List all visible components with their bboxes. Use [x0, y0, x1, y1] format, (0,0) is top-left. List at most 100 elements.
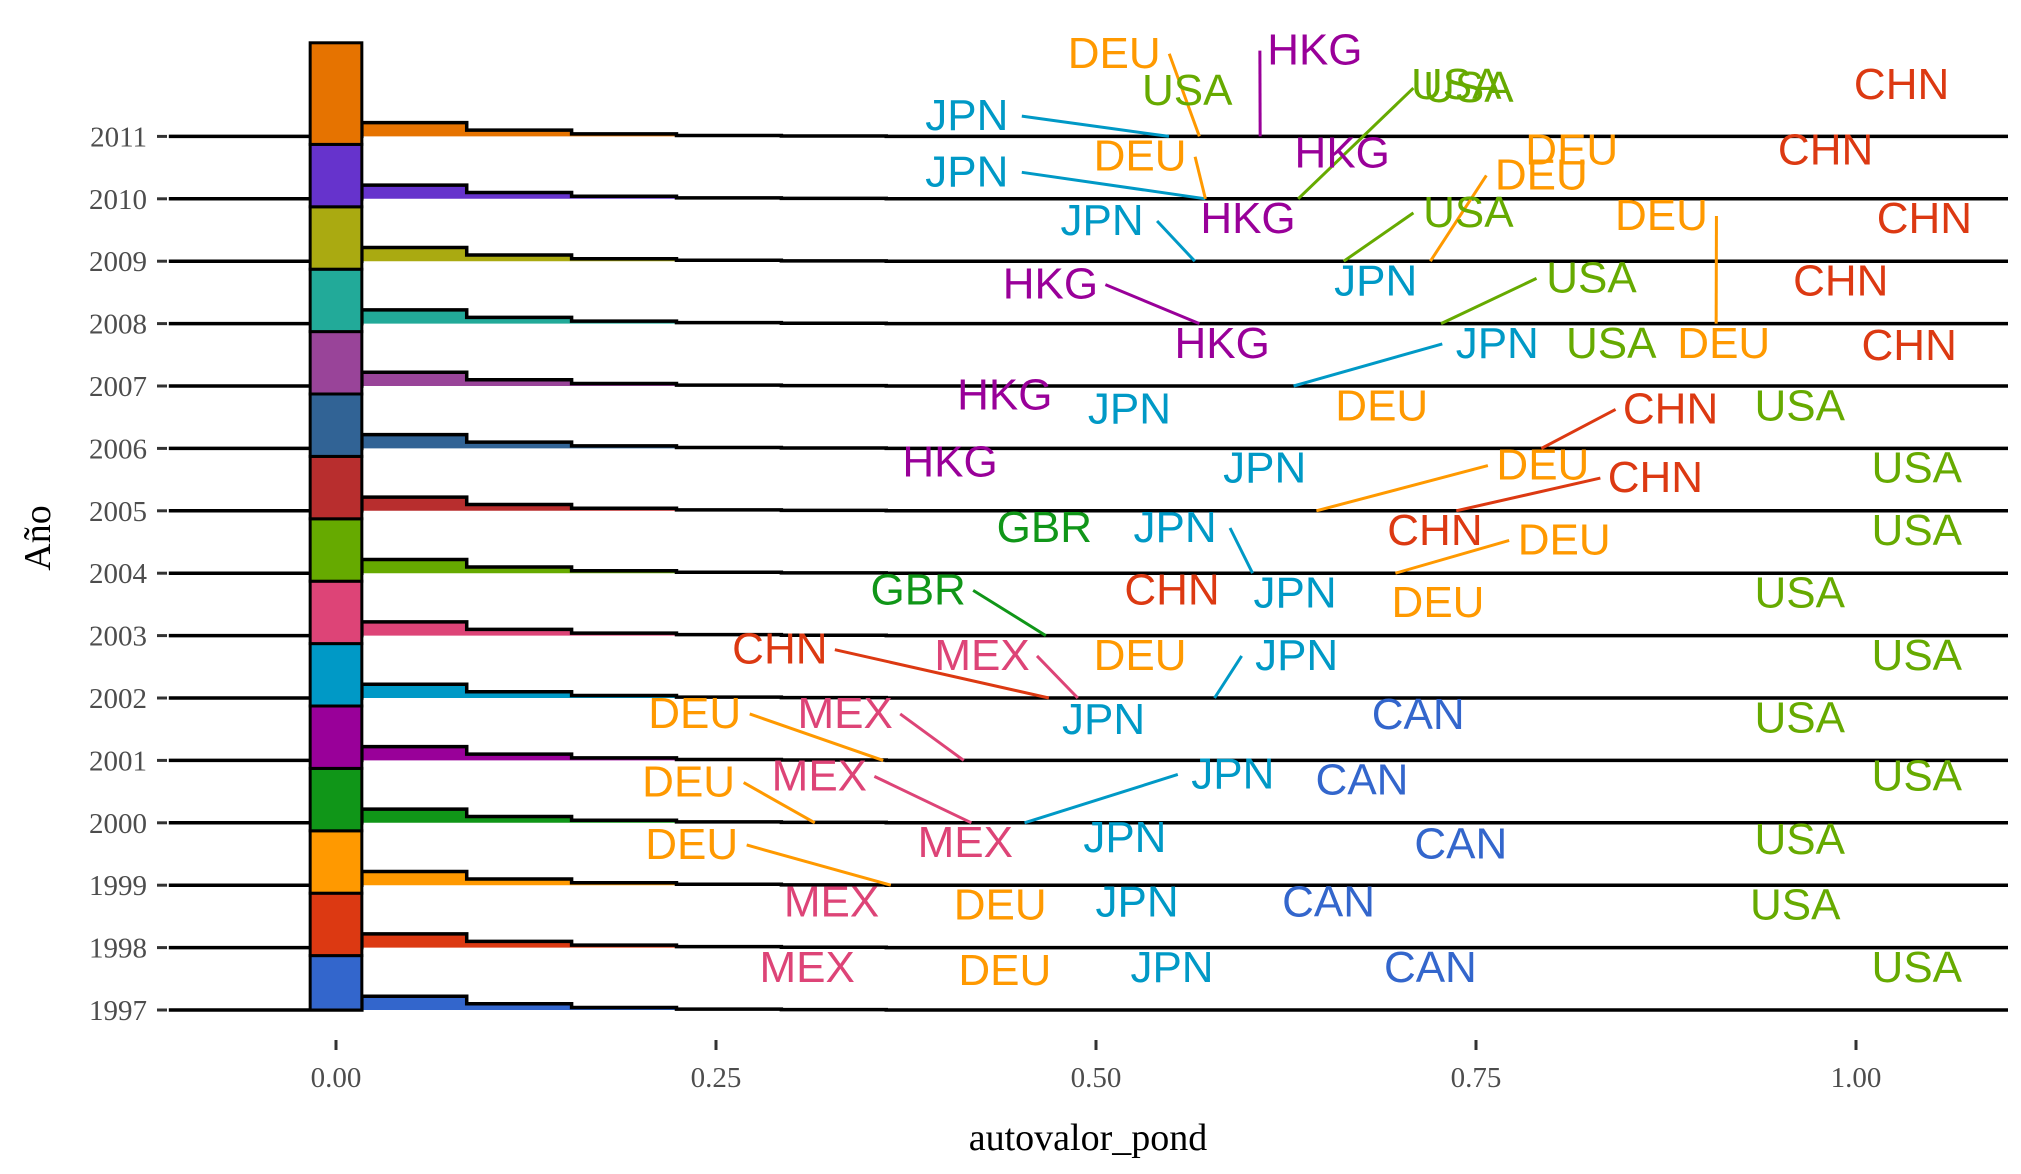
- country-label-chn: CHN: [1854, 60, 1949, 109]
- ridge-line: [168, 932, 2008, 950]
- year-swatch-2010: [308, 142, 364, 209]
- country-label-usa: USA: [1750, 881, 1841, 930]
- y-tick-label: 2009: [89, 246, 147, 278]
- leader-line: [1540, 408, 1617, 450]
- x-tick-label: 0.50: [1071, 1062, 1122, 1094]
- country-label-gbr: GBR: [997, 503, 1092, 552]
- year-swatch-2000: [308, 766, 364, 833]
- y-tick-label: 2002: [89, 683, 147, 715]
- year-swatch-2006: [308, 392, 364, 458]
- y-tick-label: 2007: [89, 371, 147, 403]
- year-swatch-2011: [308, 41, 364, 146]
- country-label-deu: DEU: [1068, 29, 1161, 78]
- ridge-line: [168, 557, 2008, 575]
- country-label-chn: CHN: [1124, 565, 1219, 614]
- leader-line: [1395, 539, 1510, 575]
- label-leader-lines: [742, 50, 1718, 887]
- leader-line: [1021, 114, 1170, 138]
- country-label-deu: DEU: [648, 689, 741, 738]
- ridge-fill: [361, 621, 887, 636]
- country-label-chn: CHN: [1862, 321, 1957, 370]
- ridge-fill: [361, 933, 887, 948]
- country-label-usa: USA: [1423, 188, 1514, 237]
- ridge-fill: [361, 746, 887, 761]
- country-label-usa: USA: [1755, 569, 1846, 618]
- country-label-deu: DEU: [954, 881, 1047, 930]
- ridge-fill: [361, 247, 887, 262]
- country-label-usa: USA: [1872, 943, 1963, 992]
- leader-line: [1316, 464, 1489, 513]
- country-label-jpn: JPN: [1255, 631, 1338, 680]
- ridge-line: [168, 682, 2008, 700]
- leader-line: [1024, 773, 1179, 825]
- country-label-deu: DEU: [1525, 125, 1618, 174]
- country-label-usa: USA: [1755, 381, 1846, 430]
- year-swatch-2005: [308, 454, 364, 521]
- ridge-line: [168, 869, 2008, 887]
- ridge-fill: [361, 996, 887, 1010]
- ridge-line: [168, 245, 2008, 263]
- year-swatch-1998: [308, 891, 364, 958]
- ridge-line: [168, 744, 2008, 763]
- country-label-mex: MEX: [760, 943, 855, 992]
- country-label-deu: DEU: [1615, 191, 1708, 240]
- country-label-usa: USA: [1872, 751, 1963, 800]
- country-label-deu: DEU: [645, 820, 738, 869]
- country-label-jpn: JPN: [1334, 257, 1417, 306]
- y-tick-label: 2000: [89, 808, 147, 840]
- year-swatch-2001: [308, 704, 364, 770]
- country-label-jpn: JPN: [1083, 813, 1166, 862]
- y-tick-label: 2001: [89, 745, 147, 777]
- ridge-line: [168, 495, 2008, 513]
- country-label-hkg: HKG: [1295, 129, 1390, 178]
- ridge-line: [168, 620, 2008, 638]
- y-tick-label: 2005: [89, 496, 147, 528]
- country-label-hkg: HKG: [1003, 260, 1098, 309]
- country-label-jpn: JPN: [1130, 943, 1213, 992]
- country-label-jpn: JPN: [1254, 569, 1337, 618]
- ridge-line: [168, 183, 2008, 201]
- ridge-line: [168, 807, 2008, 825]
- leader-line: [1228, 527, 1254, 574]
- y-tick-label: 1999: [89, 870, 147, 902]
- country-label-jpn: JPN: [1095, 877, 1178, 926]
- year-swatch-2004: [308, 517, 364, 583]
- x-tick-label: 0.75: [1451, 1062, 1502, 1094]
- country-label-deu: DEU: [1392, 578, 1485, 627]
- leader-line: [972, 589, 1047, 637]
- country-label-jpn: JPN: [1062, 695, 1145, 744]
- country-label-deu: DEU: [1094, 132, 1187, 181]
- y-tick-label: 2004: [89, 558, 148, 590]
- ridge-fill: [361, 809, 887, 823]
- country-label-usa: USA: [1872, 631, 1963, 680]
- ridge-fill: [361, 434, 887, 449]
- country-label-usa: USA: [1423, 63, 1514, 112]
- country-label-deu: DEU: [1518, 515, 1611, 564]
- ridge-fill: [361, 309, 887, 324]
- ridge-line: [168, 120, 2008, 139]
- country-label-can: CAN: [1282, 877, 1375, 926]
- country-label-deu: DEU: [1495, 150, 1588, 199]
- country-label-mex: MEX: [934, 631, 1029, 680]
- y-tick-label: 2010: [89, 184, 147, 216]
- country-label-jpn: JPN: [1133, 503, 1216, 552]
- y-tick-label: 1997: [89, 995, 147, 1027]
- ridge-fill: [361, 372, 887, 386]
- leader-line: [1429, 174, 1488, 263]
- year-swatch-2009: [308, 205, 364, 271]
- country-label-chn: CHN: [732, 625, 827, 674]
- country-label-usa: USA: [1872, 506, 1963, 555]
- ridgelines: [168, 120, 2008, 1012]
- y-tick-label: 2003: [89, 621, 147, 653]
- country-label-hkg: HKG: [957, 371, 1052, 420]
- country-label-usa: USA: [1566, 319, 1657, 368]
- country-label-chn: CHN: [1778, 125, 1873, 174]
- leader-line: [742, 781, 816, 825]
- country-label-usa: USA: [1411, 60, 1502, 109]
- country-label-chn: CHN: [1608, 453, 1703, 502]
- year-swatch-2008: [308, 267, 364, 334]
- ridge-line: [168, 432, 2008, 451]
- country-label-deu: DEU: [1496, 441, 1589, 490]
- country-label-can: CAN: [1372, 690, 1465, 739]
